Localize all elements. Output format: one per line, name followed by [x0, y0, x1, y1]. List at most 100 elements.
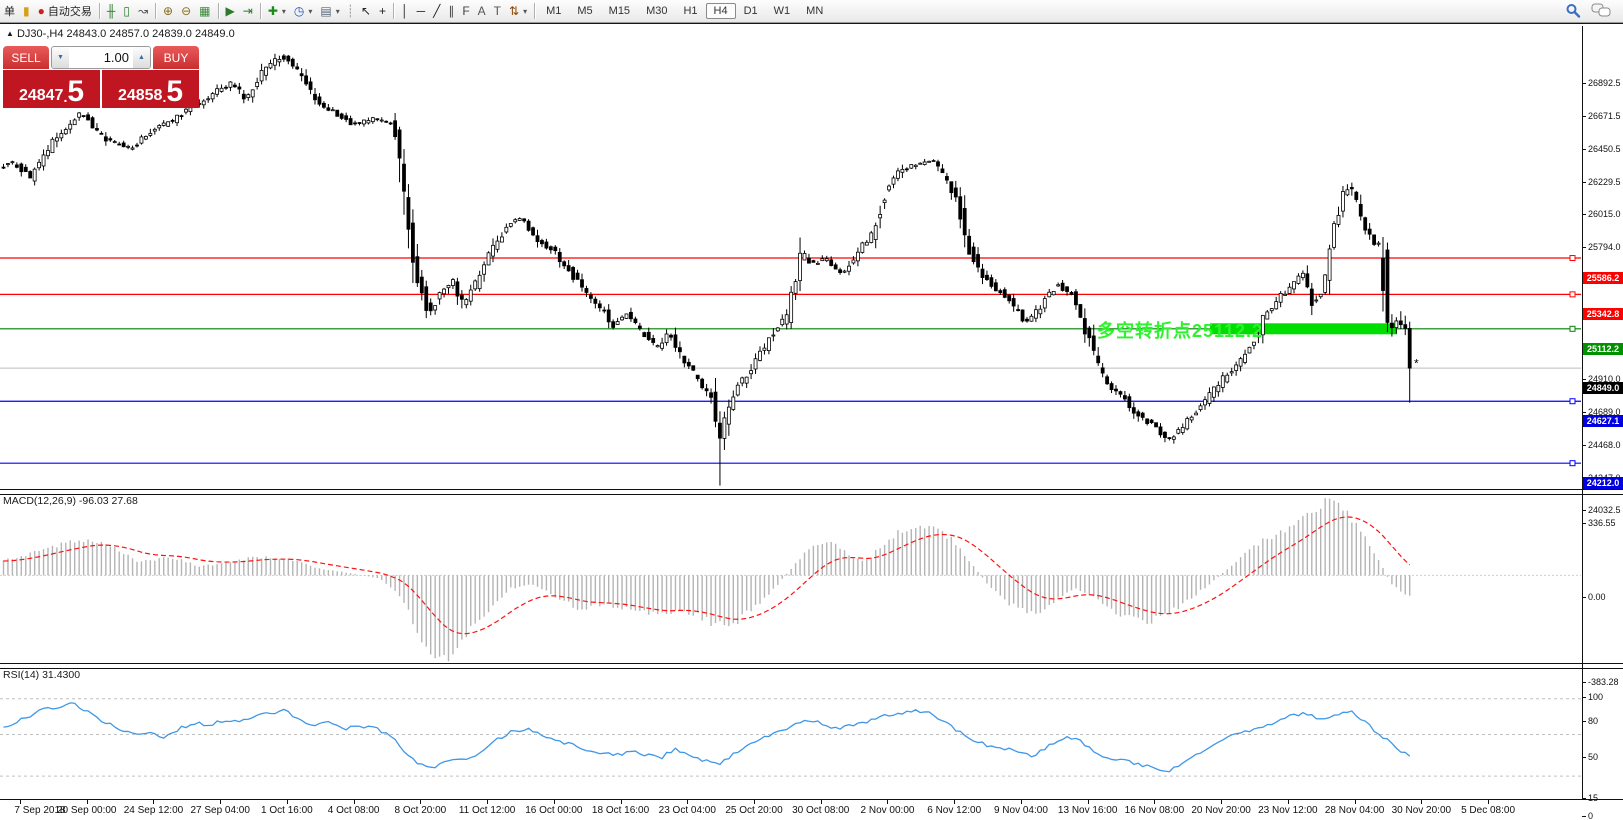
timeframe-w1[interactable]: W1	[773, 5, 791, 17]
rsi-indicator-label: RSI(14) 31.4300	[3, 669, 81, 681]
templates-icon[interactable]: ▤ ▾	[316, 1, 343, 21]
line-chart-icon[interactable]: ↝	[134, 1, 152, 21]
text-icon[interactable]: A	[474, 1, 490, 21]
timeframe-m1[interactable]: M1	[546, 5, 562, 17]
tile-windows-icon[interactable]: ▦	[195, 1, 214, 21]
volume-up-button[interactable]: ▲	[133, 47, 150, 68]
indicators-icon: ✚	[267, 4, 278, 18]
volume-input[interactable]	[69, 47, 133, 68]
timeframe-h4[interactable]: H4	[705, 3, 736, 19]
horizontal-line-icon: ─	[416, 4, 426, 18]
time-axis-label: 18 Oct 16:00	[591, 805, 650, 816]
buy-price-frac: 5	[166, 75, 184, 108]
candlestick-chart-icon: ▯	[123, 4, 130, 18]
candlestick-chart-icon[interactable]: ▯	[119, 1, 134, 21]
axis-tick	[1582, 116, 1586, 117]
cursor-icon[interactable]: ↖	[357, 1, 375, 21]
axis-tick-label: 50	[1588, 752, 1599, 762]
axis-tick-label: 26229.5	[1588, 177, 1621, 187]
timeframe-h1[interactable]: H1	[683, 5, 698, 17]
vertical-line-icon[interactable]: │	[397, 1, 413, 21]
fibonacci-icon[interactable]: F	[458, 1, 473, 21]
horizontal-line-icon[interactable]: ─	[413, 1, 430, 21]
time-axis-tick	[1154, 800, 1156, 804]
macd-indicator-label: MACD(12,26,9) -96.03 27.68	[3, 495, 138, 507]
toolbar-separator	[393, 3, 395, 19]
axis-tick	[1582, 816, 1586, 817]
search-icon[interactable]	[1565, 3, 1581, 19]
time-axis-label: 6 Nov 12:00	[927, 805, 982, 816]
volume-stepper: ▼ ▲	[51, 46, 151, 69]
chat-icon[interactable]	[1591, 3, 1611, 19]
timeframe-m15[interactable]: M15	[608, 5, 631, 17]
time-axis-tick	[353, 800, 355, 804]
timeframe-m30[interactable]: M30	[646, 5, 668, 17]
periods-icon-dropdown[interactable]: ▾	[308, 6, 313, 16]
direction-marker-icon: ▲	[6, 29, 14, 38]
time-axis-label: 30 Nov 20:00	[1391, 805, 1452, 816]
axis-tick	[1582, 214, 1586, 215]
one-click-trade-panel: SELL ▼ ▲ BUY 24847.5 24858.5	[3, 46, 199, 108]
time-axis-label: 20 Sep 00:00	[56, 805, 117, 816]
indicators-icon[interactable]: ✚ ▾	[264, 1, 290, 21]
indicators-icon-dropdown[interactable]: ▾	[281, 6, 286, 16]
toolbar-separator	[259, 3, 261, 19]
templates-icon: ▤	[320, 4, 332, 18]
autotrade-button[interactable]: ● 自动交易	[34, 1, 96, 21]
equidistant-channel-icon[interactable]: ∥	[444, 1, 458, 21]
rsi-pane[interactable]	[0, 667, 1582, 799]
volume-down-button[interactable]: ▼	[52, 47, 69, 68]
sell-price-main: 24847	[18, 87, 64, 104]
price-pane[interactable]: *	[0, 26, 1582, 491]
bar-chart-icon: ╫	[106, 4, 116, 18]
new-order-label: 单	[0, 1, 19, 21]
fibonacci-icon: F	[462, 4, 470, 18]
time-axis-label: 16 Nov 08:00	[1124, 805, 1185, 816]
text-icon: A	[477, 4, 486, 18]
zoom-out-icon[interactable]: ⊖	[177, 1, 195, 21]
pane-separator[interactable]	[0, 663, 1623, 669]
timeframe-m5[interactable]: M5	[577, 5, 593, 17]
new-order-icon[interactable]: ▮	[19, 1, 34, 21]
buy-price-button[interactable]: 24858. 5	[102, 70, 199, 108]
time-axis-tick	[1087, 800, 1089, 804]
chart-shift-icon[interactable]: ⇥	[239, 1, 257, 21]
autotrade-button-label: 自动交易	[47, 6, 92, 18]
arrows-icon[interactable]: ⇅ ▾	[505, 1, 531, 21]
time-axis-tick	[553, 800, 555, 804]
axis-tick	[1582, 523, 1586, 524]
sell-price-button[interactable]: 24847. 5	[3, 70, 100, 108]
buy-tab[interactable]: BUY	[153, 46, 199, 69]
crosshair-icon: +	[379, 4, 387, 18]
buy-price-dot: .	[162, 89, 167, 105]
text-label-icon[interactable]: T	[490, 1, 505, 21]
toolbar-separator	[155, 3, 157, 19]
time-axis-label: 20 Nov 20:00	[1191, 805, 1251, 816]
timeframe-mn[interactable]: MN	[806, 5, 824, 17]
timeframe-d1[interactable]: D1	[743, 5, 758, 17]
axis-tick	[1582, 721, 1586, 722]
trendline-icon[interactable]: ╱	[429, 1, 444, 21]
periods-icon[interactable]: ◷ ▾	[290, 1, 317, 21]
time-axis[interactable]: 7 Sep 2018 20 Sep 00:00 24 Sep 12:00 27 Sep…	[0, 799, 1623, 820]
symbol-ohlc-line: ▲ DJ30-,H4 24843.0 24857.0 24839.0 24849…	[6, 28, 235, 40]
templates-icon-dropdown[interactable]: ▾	[335, 6, 340, 16]
pane-separator[interactable]	[0, 489, 1623, 495]
toolbar-drag-handle[interactable]: ┊	[346, 4, 354, 18]
axis-tick-label: 24910.0	[1588, 374, 1621, 384]
macd-pane[interactable]	[0, 493, 1582, 663]
bar-chart-icon[interactable]: ╫	[103, 1, 120, 21]
sell-tab[interactable]: SELL	[3, 46, 49, 69]
auto-scroll-icon[interactable]: ▶	[222, 1, 239, 21]
zoom-in-icon[interactable]: ⊕	[159, 1, 177, 21]
axis-tick-label: 80	[1588, 716, 1599, 726]
time-axis-tick	[820, 800, 822, 804]
toolbar-separator	[98, 3, 100, 19]
axis-tick	[1582, 597, 1586, 598]
text-label-icon: T	[493, 4, 502, 18]
arrows-icon-dropdown[interactable]: ▾	[523, 6, 528, 16]
time-axis-tick	[954, 800, 956, 804]
time-axis-label: 2 Nov 00:00	[860, 805, 915, 816]
crosshair-icon[interactable]: +	[375, 1, 390, 21]
arrows-icon: ⇅	[509, 4, 520, 18]
